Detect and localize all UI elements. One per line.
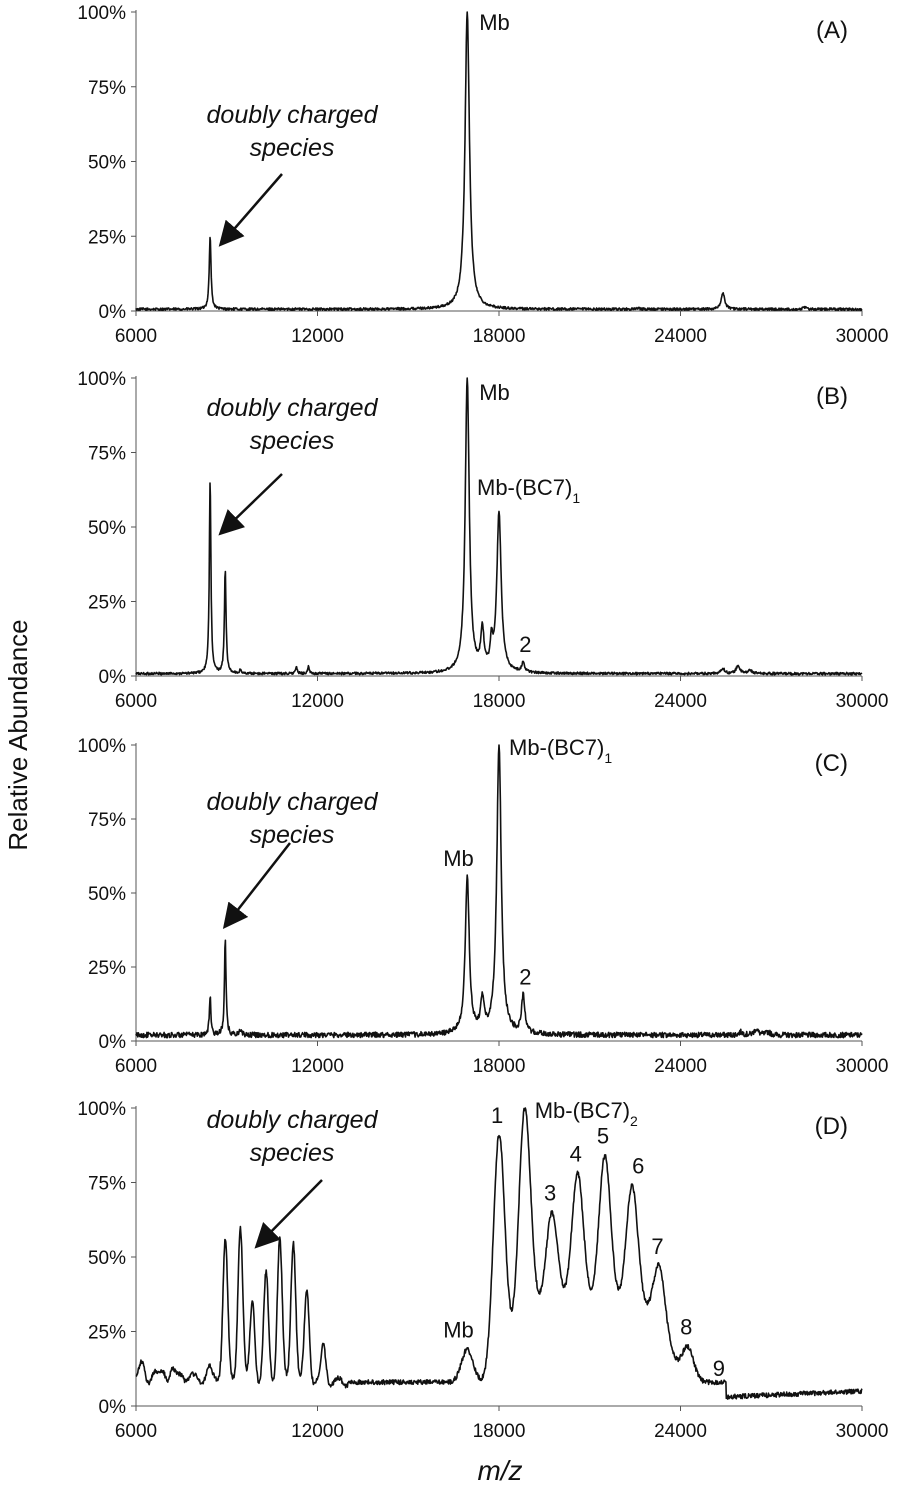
- peak-label: 6: [632, 1153, 644, 1178]
- x-tick-label: 24000: [654, 326, 707, 347]
- y-tick-label: 75%: [88, 1174, 126, 1195]
- panel-d: 0% 25% 50% 75% 100% 6000 12000 18000 24000 30000 (…: [77, 1098, 888, 1442]
- peak-label: Mb-(BC7)1: [477, 475, 580, 506]
- panels: 0%25%50%75%100%6000 12000 18000 24000 30000(…: [77, 3, 888, 1442]
- y-tick-label: 50%: [88, 884, 126, 905]
- x-tick-label: 6000: [115, 326, 157, 347]
- spectrum-trace: [135, 744, 863, 1039]
- x-tick-label: 6000: [115, 1056, 157, 1077]
- y-tick-label: 25%: [88, 227, 126, 248]
- y-tick-label: 0%: [99, 1397, 127, 1418]
- x-tick-label: 30000: [836, 1056, 889, 1077]
- y-tick-label: 50%: [88, 1248, 126, 1269]
- x-tick-label: 30000: [836, 691, 889, 712]
- x-tick-label: 24000: [654, 691, 707, 712]
- panel-c: 0% 25% 50% 75% 100% 6000 12000 18000 24000 30000 (…: [77, 735, 888, 1077]
- y-tick-label: 100%: [77, 3, 126, 24]
- annotation-arrow: [218, 473, 283, 536]
- annotation-doubly-charged: doubly charged: [207, 394, 379, 422]
- annotation-arrow: [222, 842, 291, 929]
- annotation-doubly-charged: doubly charged: [207, 788, 379, 816]
- annotation-doubly-charged: doubly charged: [207, 1106, 379, 1134]
- peak-label: 8: [680, 1314, 692, 1339]
- panel-b: 0% 25% 50% 75% 100% 6000 12000 18000 24000 30000 (…: [77, 369, 888, 712]
- x-tick-label: 24000: [654, 1056, 707, 1077]
- peak-label: Mb: [443, 1317, 474, 1342]
- x-tick-label: 12000: [291, 326, 344, 347]
- y-tick-label: 100%: [77, 369, 126, 390]
- y-tick-label: 25%: [88, 958, 126, 979]
- spectrum-trace: [135, 1107, 863, 1400]
- x-tick-label: 24000: [654, 1421, 707, 1442]
- panel-label: (C): [815, 750, 848, 777]
- x-tick-label: 6000: [115, 1421, 157, 1442]
- x-tick-label: 30000: [836, 1421, 889, 1442]
- x-tick-label: 18000: [473, 1056, 526, 1077]
- x-axis-title: m/z: [477, 1455, 522, 1486]
- y-tick-label: 0%: [99, 302, 127, 323]
- peak-label: 3: [544, 1180, 556, 1205]
- peak-label: Mb: [479, 380, 510, 405]
- annotation-arrow: [218, 173, 283, 247]
- annotation-doubly-charged: species: [250, 1139, 335, 1167]
- peak-label: Mb-(BC7)1: [509, 735, 612, 766]
- y-tick-label: 25%: [88, 1323, 126, 1344]
- y-tick-label: 100%: [77, 736, 126, 757]
- y-tick-label: 100%: [77, 1099, 126, 1120]
- peak-label: 7: [651, 1234, 663, 1259]
- panel-label: (A): [816, 17, 848, 44]
- x-tick-label: 12000: [291, 1056, 344, 1077]
- annotation-doubly-charged: doubly charged: [207, 101, 379, 129]
- y-tick-label: 75%: [88, 78, 126, 99]
- y-tick-label: 25%: [88, 593, 126, 614]
- annotation-doubly-charged: species: [250, 427, 335, 455]
- x-tick-label: 30000: [836, 326, 889, 347]
- annotation-arrow: [254, 1179, 323, 1249]
- panel-a: 0% 25% 50% 75% 100% 6000 12000 18000 24000 30000 (…: [77, 3, 888, 347]
- y-tick-label: 75%: [88, 810, 126, 831]
- panel-label: (D): [815, 1113, 848, 1140]
- peak-label: Mb: [443, 846, 474, 871]
- peak-label: 2: [519, 965, 531, 990]
- y-axis-title: Relative Abundance: [3, 619, 33, 850]
- peak-label: Mb-(BC7)2: [535, 1098, 638, 1129]
- spectrum-trace: [135, 11, 863, 312]
- peak-label: 4: [570, 1142, 582, 1167]
- x-tick-label: 18000: [473, 1421, 526, 1442]
- y-tick-label: 0%: [99, 1032, 127, 1053]
- peak-label: 2: [519, 632, 531, 657]
- x-tick-label: 18000: [473, 691, 526, 712]
- y-tick-label: 0%: [99, 667, 127, 688]
- x-tick-label: 18000: [473, 326, 526, 347]
- x-tick-label: 6000: [115, 691, 157, 712]
- peak-label: 9: [713, 1356, 725, 1381]
- peak-label: 1: [491, 1103, 503, 1128]
- peak-label: Mb: [479, 10, 510, 35]
- x-tick-label: 12000: [291, 1421, 344, 1442]
- spectrum-trace: [135, 377, 863, 676]
- y-tick-label: 50%: [88, 518, 126, 539]
- y-tick-label: 75%: [88, 444, 126, 465]
- x-tick-label: 12000: [291, 691, 344, 712]
- annotation-doubly-charged: species: [250, 134, 335, 162]
- panel-label: (B): [816, 383, 848, 410]
- y-tick-label: 50%: [88, 153, 126, 174]
- annotation-doubly-charged: species: [250, 821, 335, 849]
- peak-label: 5: [597, 1124, 609, 1149]
